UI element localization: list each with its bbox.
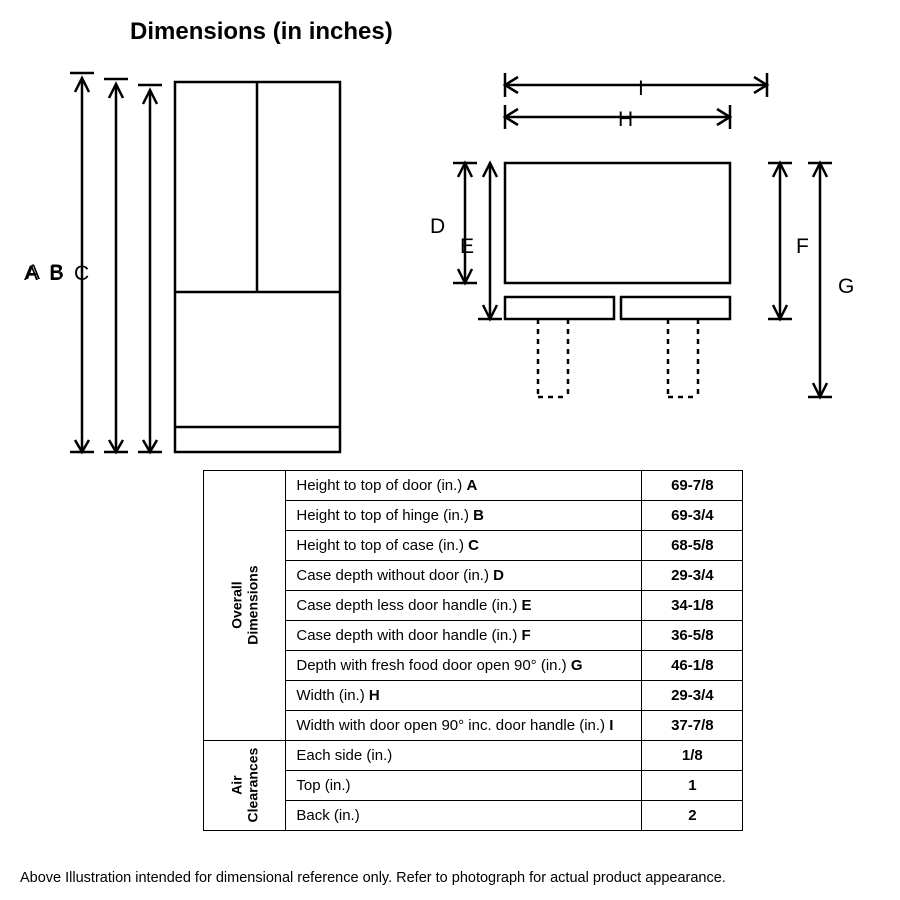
dim-label: Height to top of door (in.) A: [286, 471, 642, 501]
front-view-diagram: A B: [20, 62, 360, 462]
dim-letter-e: E: [460, 235, 474, 259]
dim-value: 69-7/8: [642, 471, 743, 501]
dim-value: 34-1/8: [642, 591, 743, 621]
page-title: Dimensions (in inches): [130, 18, 393, 46]
top-view-diagram: [410, 55, 880, 445]
dim-value: 36-5/8: [642, 621, 743, 651]
table-row: OverallDimensionsHeight to top of door (…: [204, 471, 743, 501]
dim-value: 2: [642, 801, 743, 831]
dim-label: Top (in.): [286, 771, 642, 801]
dim-letter-h: H: [618, 108, 633, 132]
dim-value: 37-7/8: [642, 711, 743, 741]
dim-label: Back (in.): [286, 801, 642, 831]
dim-value: 1: [642, 771, 743, 801]
dim-letter-i: I: [638, 77, 644, 101]
dim-value: 68-5/8: [642, 531, 743, 561]
dim-value: 29-3/4: [642, 561, 743, 591]
dim-value: 29-3/4: [642, 681, 743, 711]
dimensions-table-container: OverallDimensionsHeight to top of door (…: [203, 470, 743, 831]
dim-label: Width (in.) H: [286, 681, 642, 711]
dimensions-table: OverallDimensionsHeight to top of door (…: [203, 470, 743, 831]
group-header: OverallDimensions: [204, 471, 286, 741]
dim-label: Depth with fresh food door open 90° (in.…: [286, 651, 642, 681]
dim-label: Case depth less door handle (in.) E: [286, 591, 642, 621]
dim-letter-b: B: [49, 262, 63, 286]
dim-letter-f: F: [796, 235, 809, 259]
page: Dimensions (in inches) A B A B C: [0, 0, 900, 900]
dim-value: 69-3/4: [642, 501, 743, 531]
dim-label: Width with door open 90° inc. door handl…: [286, 711, 642, 741]
dim-label: Case depth with door handle (in.) F: [286, 621, 642, 651]
dim-value: 1/8: [642, 741, 743, 771]
group-header: AirClearances: [204, 741, 286, 831]
dim-letter-d: D: [430, 215, 445, 239]
dim-value: 46-1/8: [642, 651, 743, 681]
dim-letter-a: A: [24, 262, 38, 286]
dim-label: Height to top of hinge (in.) B: [286, 501, 642, 531]
table-row: AirClearancesEach side (in.)1/8: [204, 741, 743, 771]
dim-label: Height to top of case (in.) C: [286, 531, 642, 561]
dim-letter-c: C: [74, 262, 89, 286]
dim-label: Each side (in.): [286, 741, 642, 771]
footnote-text: Above Illustration intended for dimensio…: [20, 870, 726, 886]
dim-letter-g: G: [838, 275, 854, 299]
dim-label: Case depth without door (in.) D: [286, 561, 642, 591]
